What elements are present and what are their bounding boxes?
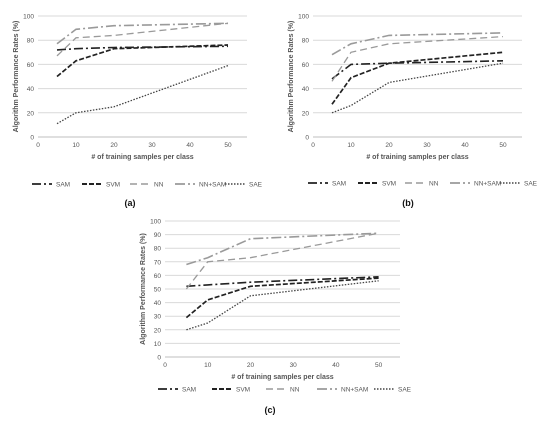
y-tick-label: 10	[154, 341, 162, 348]
x-tick-label: 50	[499, 142, 507, 149]
y-tick-label: 80	[27, 38, 35, 45]
legend-entry-label: NN+SAM	[341, 387, 368, 394]
legend-entry-label: SVM	[106, 182, 120, 189]
series-line-sae	[186, 280, 379, 331]
x-tick-label: 10	[347, 142, 355, 149]
legend-entry-label: SAM	[56, 182, 70, 189]
x-tick-label: 50	[224, 142, 232, 149]
x-tick-label: 10	[72, 142, 80, 149]
legend-entry-label: SAE	[249, 182, 263, 189]
chart-panel-3: 0 10 20 30 40 50 60 70 80 90 100 0 10 20 30 40 50 # of tr…	[140, 219, 412, 416]
y-tick-label: 20	[27, 110, 35, 117]
x-tick-label: 0	[311, 142, 315, 149]
legend-entry-label: NN	[290, 387, 300, 394]
y-tick-label: 20	[302, 110, 310, 117]
legend-entry-label: NN	[154, 182, 164, 189]
panel-label: (b)	[402, 198, 414, 208]
x-tick-label: 30	[290, 362, 298, 369]
series-line-svm	[185, 277, 379, 319]
legend-entry-label: SVM	[382, 181, 396, 188]
y-tick-label: 20	[154, 327, 162, 334]
legend-entry-label: NN	[429, 181, 439, 188]
panel-label: (a)	[125, 198, 136, 208]
series-line-sae	[56, 64, 229, 125]
y-tick-label: 50	[154, 287, 162, 294]
legend-entry-label: SVM	[236, 387, 250, 394]
x-tick-label: 20	[385, 142, 393, 149]
series-line-nn	[56, 22, 229, 57]
series-line-nn	[331, 35, 504, 82]
y-tick-label: 100	[150, 219, 161, 226]
y-tick-label: 40	[154, 300, 162, 307]
y-tick-label: 60	[302, 62, 310, 69]
y-tick-label: 60	[27, 62, 35, 69]
series-line-nn-plus-sam	[331, 32, 504, 56]
x-tick-label: 40	[461, 142, 469, 149]
series-line-sae	[331, 62, 504, 114]
y-tick-label: 60	[154, 273, 162, 280]
x-tick-label: 10	[204, 362, 212, 369]
series-line-sam	[186, 276, 379, 288]
y-tick-label: 0	[157, 355, 161, 362]
chart-panel-1: 0 20 40 60 80 100 0 10 20 30 40 50 # of training sam…	[13, 14, 263, 209]
chart-panel-2: 0 20 40 60 80 100 0 10 20 30 40 50 # of training sam…	[288, 14, 538, 209]
y-tick-label: 0	[30, 135, 34, 142]
x-axis-label: # of training samples per class	[91, 154, 193, 161]
y-tick-label: 100	[298, 14, 309, 21]
y-tick-label: 40	[302, 86, 310, 93]
x-tick-label: 40	[332, 362, 340, 369]
series-line-svm	[331, 51, 504, 105]
legend-entry-label: NN+SAM	[474, 181, 501, 188]
legend-entry-label: SAM	[182, 387, 196, 394]
legend-entry-label: SAM	[332, 181, 346, 188]
series-line-svm	[56, 44, 229, 78]
series-line-nn-plus-sam	[186, 232, 379, 266]
x-tick-label: 30	[148, 142, 156, 149]
x-tick-label: 0	[36, 142, 40, 149]
x-tick-label: 20	[247, 362, 255, 369]
legend-entry-label: NN+SAM	[199, 182, 226, 189]
y-axis-label: Algorithm Performance Rates (%)	[140, 233, 147, 345]
y-tick-label: 90	[154, 232, 162, 239]
y-tick-label: 0	[305, 135, 309, 142]
legend-entry-label: SAE	[398, 387, 412, 394]
x-tick-label: 0	[163, 362, 167, 369]
legend-entry-label: SAE	[524, 181, 538, 188]
panel-label: (c)	[265, 405, 276, 415]
y-tick-label: 40	[27, 86, 35, 93]
x-axis-label: # of training samples per class	[366, 154, 468, 161]
series-line-sam	[331, 60, 504, 80]
x-tick-label: 20	[110, 142, 118, 149]
x-tick-label: 40	[186, 142, 194, 149]
y-axis-label: Algorithm Performance Rates (%)	[13, 21, 20, 133]
y-tick-label: 80	[302, 38, 310, 45]
x-axis-label: # of training samples per class	[231, 374, 333, 381]
series-line-nn	[185, 232, 379, 290]
y-axis-label: Algorithm Performance Rates (%)	[288, 21, 295, 133]
x-tick-label: 50	[375, 362, 383, 369]
y-tick-label: 30	[154, 314, 162, 321]
y-tick-label: 100	[23, 14, 34, 21]
y-tick-label: 80	[154, 246, 162, 253]
series-line-nn-plus-sam	[56, 22, 229, 45]
x-tick-label: 30	[423, 142, 431, 149]
y-tick-label: 70	[154, 259, 162, 266]
